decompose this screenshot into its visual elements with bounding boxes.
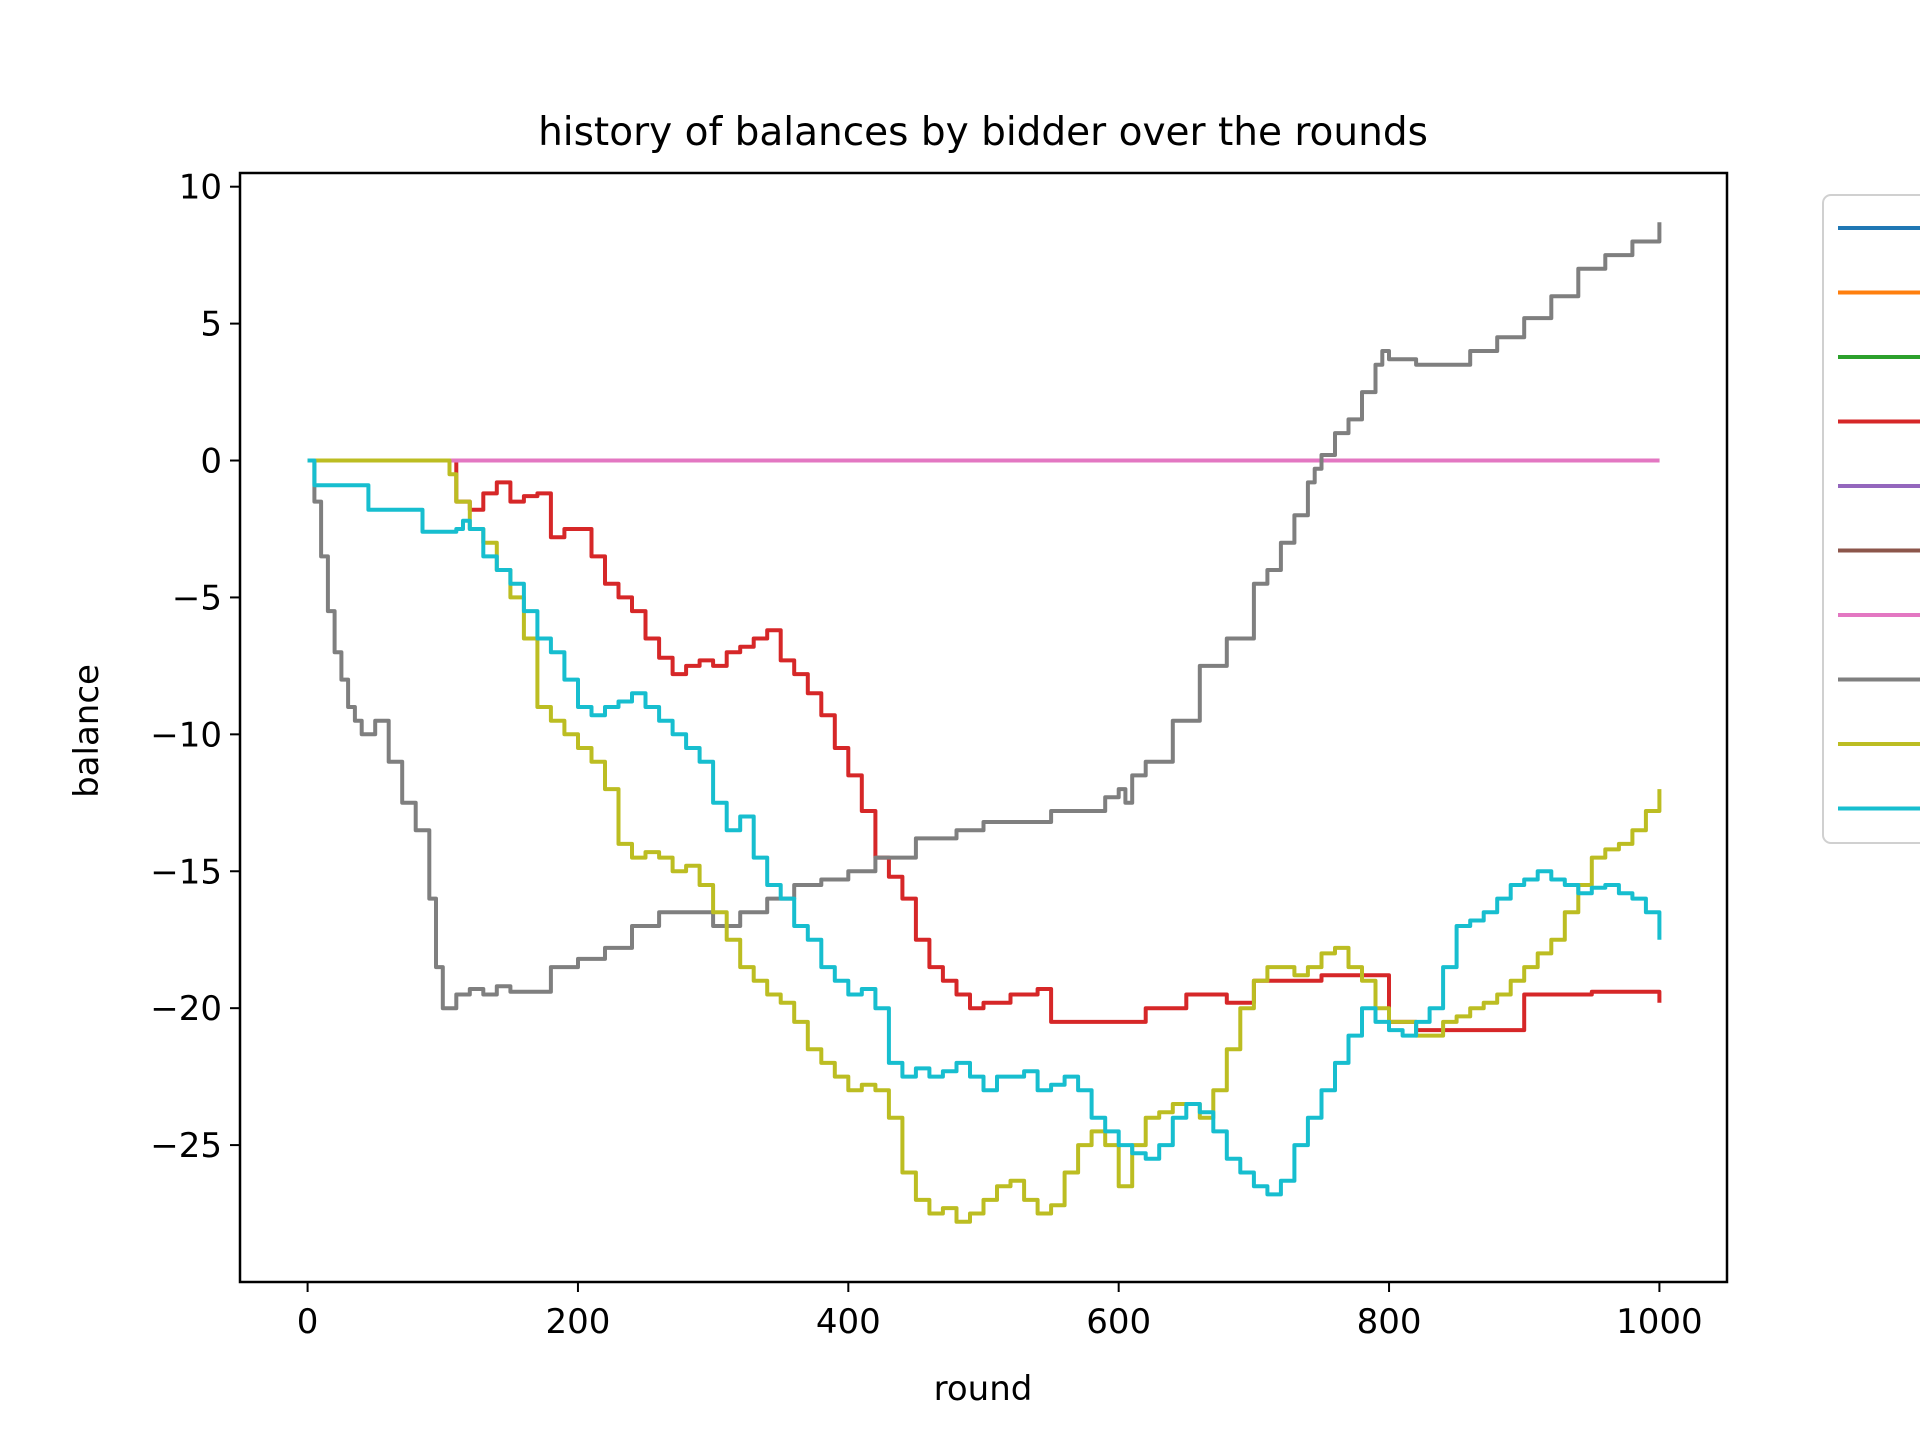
y-tick-label: 5 [200, 305, 222, 345]
x-axis-label: round [934, 1369, 1033, 1409]
series-line-4 [307, 458, 1662, 1033]
x-tick-label: 800 [1357, 1302, 1422, 1342]
y-tick-label: −20 [150, 989, 222, 1029]
y-tick-label: −15 [150, 852, 222, 892]
x-tick-label: 1000 [1616, 1302, 1703, 1342]
series-line-9 [307, 458, 1662, 1224]
x-axis: 0 200 400 600 800 1000 [297, 1282, 1703, 1342]
series-line-10 [307, 458, 1662, 1197]
y-tick-label: 10 [179, 168, 222, 208]
x-tick-label: 600 [1086, 1302, 1151, 1342]
legend [1822, 194, 1920, 844]
x-tick-label: 0 [297, 1302, 319, 1342]
chart-title: history of balances by bidder over the r… [538, 110, 1428, 155]
x-tick-label: 200 [546, 1302, 611, 1342]
series-line-8 [307, 222, 1662, 1011]
y-tick-label: 0 [200, 442, 222, 482]
y-tick-label: −25 [150, 1126, 222, 1166]
y-tick-label: −10 [150, 715, 222, 755]
y-tick-label: −5 [172, 578, 222, 618]
y-axis: 10 5 0 −5 −10 −15 −20 −25 [150, 168, 240, 1166]
y-axis-label: balance [67, 664, 107, 798]
x-tick-label: 400 [816, 1302, 881, 1342]
series-layer [307, 222, 1662, 1224]
plot-frame [238, 171, 1729, 1284]
